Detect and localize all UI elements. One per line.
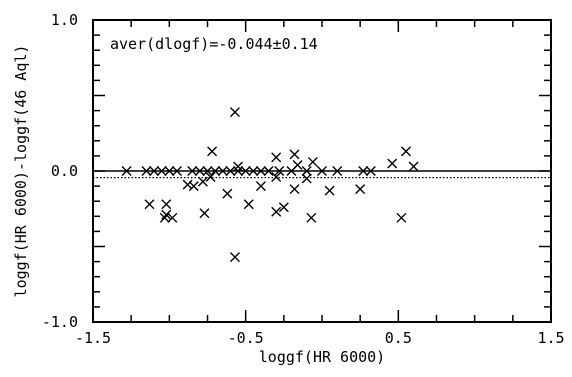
- data-point: [263, 166, 274, 176]
- data-point: [144, 199, 155, 210]
- data-point: [255, 181, 266, 192]
- data-point: [225, 166, 236, 176]
- data-point: [197, 176, 208, 187]
- y-tick-label: -1.0: [42, 313, 78, 331]
- x-tick-label: -0.5: [228, 329, 264, 347]
- data-point: [301, 173, 312, 184]
- data-point: [229, 107, 240, 118]
- data-point: [207, 146, 218, 157]
- y-axis-title: loggf(HR 6000)-loggf(46 Aql): [12, 45, 30, 298]
- data-point: [187, 166, 198, 176]
- data-points: [121, 107, 419, 263]
- axis-ticks: [92, 19, 552, 323]
- x-axis-tick-labels: -1.5 -0.5 0.5 1.5: [75, 329, 565, 347]
- data-point: [161, 209, 172, 220]
- data-point: [301, 166, 312, 176]
- data-point: [307, 156, 318, 167]
- data-point: [278, 202, 289, 213]
- data-point: [248, 166, 259, 176]
- data-point: [182, 179, 193, 190]
- x-tick-label: -1.5: [75, 329, 111, 347]
- data-point: [149, 166, 160, 176]
- x-axis-title: loggf(HR 6000): [259, 348, 385, 366]
- data-point: [222, 188, 233, 199]
- data-point: [229, 252, 240, 263]
- data-point: [324, 185, 335, 196]
- data-point: [292, 159, 303, 170]
- data-point: [387, 158, 398, 169]
- data-point: [271, 172, 282, 183]
- data-point: [355, 184, 366, 195]
- data-point: [274, 166, 285, 176]
- data-point: [243, 199, 254, 210]
- data-point: [408, 161, 419, 172]
- data-point: [271, 152, 282, 163]
- data-point: [202, 166, 213, 176]
- data-point: [159, 212, 170, 223]
- data-point: [217, 166, 228, 176]
- data-point: [164, 166, 175, 176]
- data-point: [233, 166, 244, 176]
- data-point: [171, 166, 182, 176]
- data-point: [141, 166, 152, 176]
- x-tick-label: 0.5: [385, 329, 412, 347]
- annotation-text: aver(dlogf)=-0.044±0.14: [110, 35, 318, 53]
- data-point: [167, 212, 178, 223]
- data-point: [271, 206, 282, 217]
- data-point: [161, 199, 172, 210]
- y-tick-label: 1.0: [51, 11, 78, 29]
- data-point: [358, 166, 369, 176]
- data-point: [317, 166, 327, 176]
- data-point: [332, 166, 343, 176]
- data-point: [255, 166, 266, 176]
- reference-lines: [93, 170, 551, 179]
- data-point: [289, 149, 300, 160]
- y-tick-label: 0.0: [51, 162, 78, 180]
- data-point: [396, 212, 407, 223]
- data-point: [188, 181, 199, 192]
- data-point: [233, 161, 244, 172]
- data-point: [400, 146, 411, 157]
- data-point: [205, 172, 216, 183]
- data-point: [365, 166, 376, 176]
- x-tick-label: 1.5: [537, 329, 564, 347]
- data-point: [289, 184, 300, 195]
- data-point: [121, 166, 132, 176]
- data-point: [199, 208, 210, 219]
- data-point: [156, 166, 167, 176]
- data-point: [210, 166, 221, 176]
- data-point: [306, 212, 317, 223]
- data-point: [194, 166, 205, 176]
- y-axis-tick-labels: 1.0 0.0 -1.0: [42, 11, 78, 331]
- data-point: [240, 166, 251, 176]
